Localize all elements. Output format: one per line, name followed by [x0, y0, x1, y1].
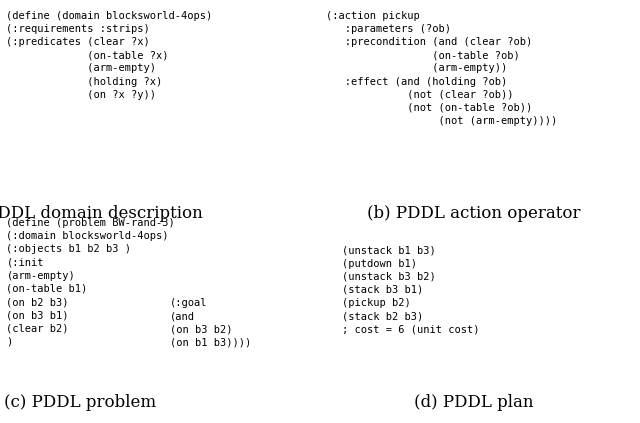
Text: (a) PDDL domain description: (a) PDDL domain description: [0, 205, 202, 222]
Text: (b) PDDL action operator: (b) PDDL action operator: [367, 205, 580, 222]
Text: (define (domain blocksworld-4ops)
(:requirements :strips)
(:predicates (clear ?x: (define (domain blocksworld-4ops) (:requ…: [6, 11, 212, 100]
Text: (d) PDDL plan: (d) PDDL plan: [414, 394, 533, 411]
Text: (:goal
(and
(on b3 b2)
(on b1 b3)))): (:goal (and (on b3 b2) (on b1 b3)))): [170, 298, 251, 348]
Text: (define (problem BW-rand-3)
(:domain blocksworld-4ops)
(:objects b1 b2 b3 )
(:in: (define (problem BW-rand-3) (:domain blo…: [6, 218, 175, 346]
Text: (c) PDDL problem: (c) PDDL problem: [4, 394, 156, 411]
Text: (unstack b1 b3)
(putdown b1)
(unstack b3 b2)
(stack b3 b1)
(pickup b2)
(stack b2: (unstack b1 b3) (putdown b1) (unstack b3…: [342, 245, 480, 335]
Text: (:action pickup
   :parameters (?ob)
   :precondition (and (clear ?ob)
         : (:action pickup :parameters (?ob) :preco…: [326, 11, 557, 126]
